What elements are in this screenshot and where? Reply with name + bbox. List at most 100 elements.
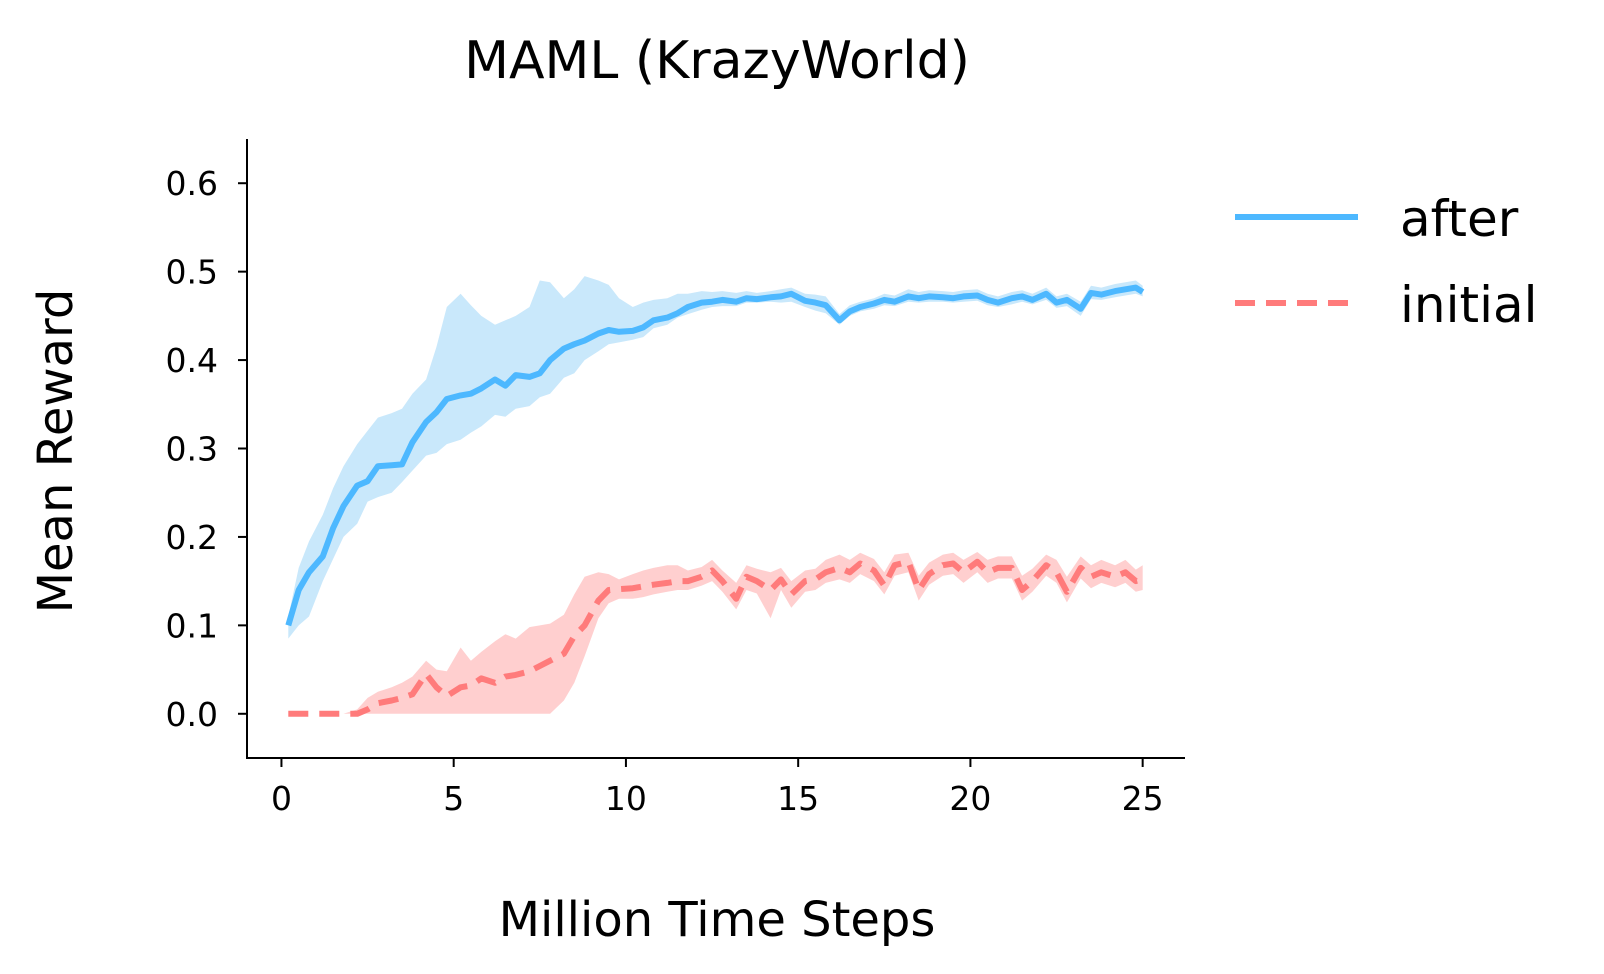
plot-area (285, 276, 1145, 717)
data-point-initial (1010, 566, 1014, 570)
data-point-after (435, 410, 439, 414)
series-lines (285, 284, 1145, 717)
data-point-initial (700, 575, 704, 579)
data-point-initial (503, 675, 507, 679)
data-point-after (514, 373, 518, 377)
data-point-initial (755, 579, 759, 583)
data-point-initial (376, 701, 380, 705)
data-point-initial (917, 588, 921, 592)
data-point-initial (779, 577, 783, 581)
data-point-after (872, 302, 876, 306)
data-point-initial (548, 659, 552, 663)
data-point-after (652, 318, 656, 322)
data-point-after (824, 303, 828, 307)
data-point-initial (469, 684, 473, 688)
data-point-after (962, 294, 966, 298)
data-point-initial (720, 579, 724, 583)
data-point-initial (734, 597, 738, 601)
data-point-after (469, 392, 473, 396)
x-tick-label: 5 (443, 779, 464, 818)
data-point-initial (1030, 579, 1034, 583)
data-point-after (1134, 286, 1138, 290)
data-point-initial (631, 586, 635, 590)
x-tick-label: 0 (271, 779, 292, 818)
y-tick-label: 0.2 (166, 518, 218, 557)
data-point-after (1030, 298, 1034, 302)
data-point-initial (459, 685, 463, 689)
data-point-initial (858, 562, 862, 566)
data-point-initial (986, 570, 990, 574)
data-point-after (528, 375, 532, 379)
legend-label-after: after (1400, 190, 1519, 248)
data-point-after (951, 296, 955, 300)
data-point-after (665, 316, 669, 320)
data-point-initial (445, 694, 449, 698)
data-point-after (1089, 291, 1093, 295)
data-point-after (641, 325, 645, 329)
legend-item-initial: initial (1235, 276, 1538, 334)
y-axis-label: Mean Reward (28, 289, 84, 614)
data-point-after (297, 588, 301, 592)
data-point-after (986, 298, 990, 302)
data-point-initial (882, 584, 886, 588)
data-point-initial (1089, 575, 1093, 579)
y-tick-label: 0.6 (166, 164, 218, 203)
data-point-after (803, 299, 807, 303)
data-point-initial (1134, 579, 1138, 583)
data-point-initial (962, 570, 966, 574)
data-point-after (631, 329, 635, 333)
data-point-after (700, 301, 704, 305)
y-tick-label: 0.1 (166, 606, 218, 645)
data-point-initial (906, 560, 910, 564)
data-point-initial (572, 634, 576, 638)
data-point-initial (1113, 575, 1117, 579)
data-point-initial (390, 699, 394, 703)
confidence-bands (288, 276, 1143, 714)
legend: after initial (1235, 190, 1538, 334)
data-point-after (941, 295, 945, 299)
data-point-initial (493, 681, 497, 685)
data-point-after (342, 504, 346, 508)
data-point-initial (769, 588, 773, 592)
data-point-after (390, 463, 394, 467)
data-point-initial (410, 692, 414, 696)
data-point-after (893, 300, 897, 304)
data-point-initial (710, 569, 714, 573)
data-point-initial (641, 584, 645, 588)
data-point-initial (665, 581, 669, 585)
data-point-after (366, 479, 370, 483)
data-point-after (1099, 293, 1103, 297)
data-point-after (307, 570, 311, 574)
y-tick-label: 0.5 (166, 253, 218, 292)
series-line-after (285, 284, 1145, 627)
data-point-after (1065, 298, 1069, 302)
chart-title: MAML (KrazyWorld) (464, 31, 970, 91)
data-point-after (617, 330, 621, 334)
series-line-initial (288, 558, 1144, 717)
data-point-after (538, 371, 542, 375)
x-tick-label: 25 (1122, 779, 1164, 818)
data-point-after (410, 440, 414, 444)
data-point-initial (893, 563, 897, 567)
data-point-initial (562, 652, 566, 656)
data-point-after (479, 386, 483, 390)
data-point-after (548, 358, 552, 362)
band-initial (288, 552, 1143, 714)
y-tick-label: 0.4 (166, 341, 218, 380)
data-point-after (493, 378, 497, 382)
data-point-after (917, 296, 921, 300)
data-point-initial (975, 560, 979, 564)
data-point-after (1113, 289, 1117, 293)
data-point-after (572, 342, 576, 346)
data-point-after (813, 301, 817, 305)
axes: 0 5 10 15 20 25 0.0 0.1 0.2 0.3 0.4 0.5 0.6 (166, 139, 1185, 818)
data-point-after (607, 328, 611, 332)
data-point-after (331, 526, 335, 530)
data-point-initial (617, 587, 621, 591)
y-tick-label: 0.3 (166, 430, 218, 469)
x-axis-label: Million Time Steps (499, 892, 936, 948)
data-point-after (720, 298, 724, 302)
data-point-after (906, 294, 910, 298)
data-point-initial (435, 685, 439, 689)
data-point-after (596, 332, 600, 336)
